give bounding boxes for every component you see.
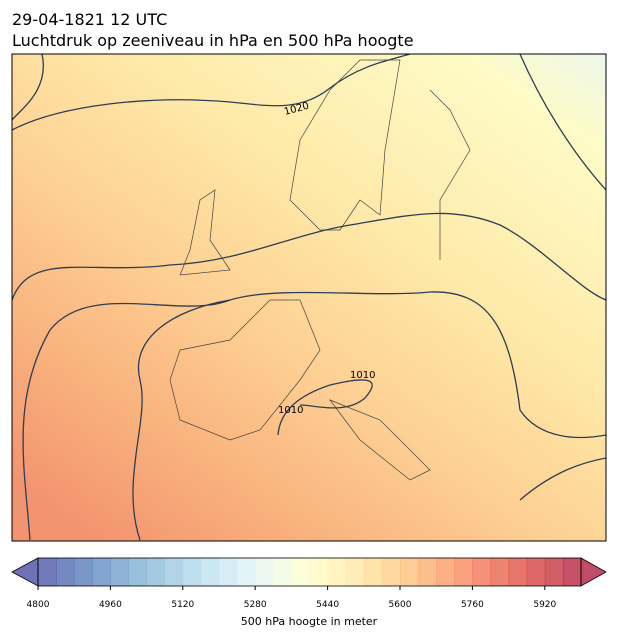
colorbar-label: 500 hPa hoogte in meter [241,615,378,628]
colorbar-tick-label: 4800 [27,600,50,610]
colorbar-tick-label: 5440 [316,600,339,610]
colorbar-frame [37,557,582,587]
colorbar-swatch [182,558,202,586]
colorbar-swatch [74,558,93,586]
colorbar-swatch [490,558,510,586]
colorbar-swatch [562,558,582,586]
isobar [12,54,44,121]
colorbar-tick-label: 5120 [171,600,194,610]
height-field [12,54,606,541]
isobar [277,379,373,436]
colorbar: 4800 4960 5120 5280 5440 5600 5760 5920 [11,557,607,610]
colorbar-tick-label: 5280 [244,600,267,610]
isobar [519,457,606,501]
colorbar-swatch [164,558,184,586]
colorbar-swatch [309,558,329,586]
colorbar-swatch [381,558,401,586]
colorbar-swatch [200,558,220,586]
colorbar-tick-label: 5600 [389,600,412,610]
colorbar-swatch [327,558,347,586]
colorbar-swatch [418,558,437,586]
colorbar-swatch [237,558,256,586]
isobar [519,54,606,191]
colorbar-swatch [508,558,528,586]
isobar [12,212,606,301]
colorbar-swatch [291,558,310,586]
coastline [169,59,471,481]
colorbar-swatch [255,558,274,586]
map: 1020 1010 1010 [12,54,606,541]
isobar [22,291,606,541]
colorbar-swatch [273,558,292,586]
contour-label: 1010 [278,405,303,416]
colorbar-swatch [219,558,238,586]
colorbar-extend [580,557,607,587]
colorbar-swatch [472,558,491,586]
colorbar-swatch [544,558,564,586]
colorbar-extend [11,557,39,587]
colorbar-swatch [436,558,455,586]
colorbar-swatch [128,558,148,586]
isobar [132,299,231,541]
subtitle: Luchtdruk op zeeniveau in hPa en 500 hPa… [12,31,414,50]
colorbar-swatch [400,558,419,586]
contour-label: 1010 [350,370,375,381]
map-frame [11,53,607,542]
colorbar-swatch [526,558,546,586]
colorbar-swatch [110,558,129,586]
colorbar-swatch [56,558,75,586]
colorbar-swatch [454,558,473,586]
title: 29-04-1821 12 UTC [12,10,167,29]
colorbar-tick-label: 5760 [461,600,484,610]
isobar [12,54,411,131]
colorbar-tick-label: 5920 [533,600,556,610]
colorbar-swatch [345,558,365,586]
colorbar-swatch [363,558,383,586]
colorbar-swatch [146,558,166,586]
colorbar-swatch [92,558,111,586]
colorbar-swatch [38,558,57,586]
colorbar-tick-label: 4960 [99,600,122,610]
